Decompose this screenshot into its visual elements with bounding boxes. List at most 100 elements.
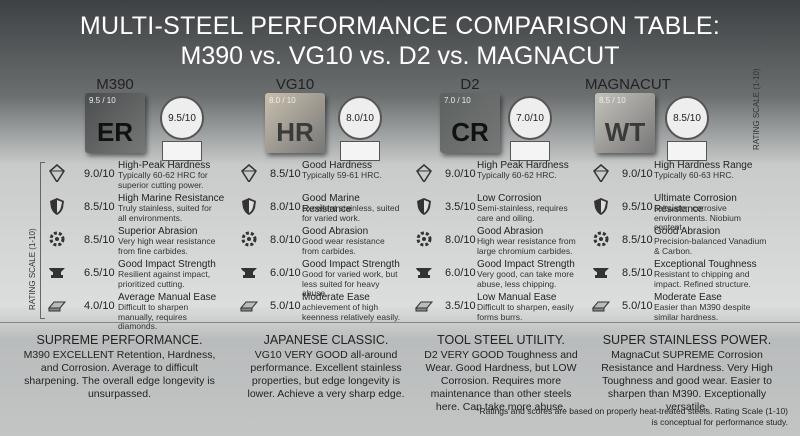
row-icon [592,197,610,215]
summary-text: M390 EXCELLENT Retention, Hardness, and … [23,349,216,400]
summary-title: JAPANESE CLASSIC. [263,333,389,347]
row-desc: Resilient against impact, prioritized cu… [118,269,211,289]
icon [414,301,434,312]
row-icon [48,263,66,281]
row-title: High Peak Hardness [477,160,569,171]
icon [50,198,64,215]
row-score: 8.5/10 [622,234,653,246]
row-desc: Very good, can take more abuse, less chi… [477,269,574,289]
row-icon [240,197,258,215]
cube-score: 7.0 / 10 [444,96,471,105]
row-score: 5.0/10 [270,300,301,312]
row-icon [240,263,258,281]
row-score: 8.5/10 [622,267,653,279]
icon [242,198,256,215]
steel-name: VG10 [275,76,315,93]
row-title: Moderate Ease [302,292,370,303]
cube-score: 8.5 / 10 [599,96,626,105]
row-desc: Precision-balanced Vanadium & Carbon. [654,236,767,256]
icon [594,198,608,215]
row-desc: Good wear resistance from carbides. [302,236,385,256]
row-score: 8.5/10 [270,168,301,180]
score-icon [340,141,380,161]
summary-text: MagnaCut SUPREME Corrosion Resistance an… [601,349,773,413]
icon [49,231,65,247]
row-score: 3.5/10 [445,201,476,213]
icon [239,301,259,312]
bracket [40,162,45,319]
icon [241,164,257,184]
subtitle: M390 vs. VG10 vs. D2 vs. MAGNACUT [180,42,620,70]
icon [417,198,431,215]
steel-name: M390 [96,76,134,93]
scale-label: RATING SCALE (1-10) [28,228,37,310]
title: MULTI-STEEL PERFORMANCE COMPARISON TABLE… [79,12,721,40]
row-score: 5.0/10 [622,300,653,312]
row-icon [240,164,258,184]
row-icon [48,230,66,248]
row-icon [592,263,610,281]
icon [47,301,67,312]
element-cube: 8.5 / 10 WT [595,93,655,153]
row-desc: Excellent stainless, suited for varied w… [302,203,400,223]
row-desc: Good for varied work, but less suited fo… [302,269,398,298]
row-title: High-Peak Hardness [118,160,211,171]
row-desc: Difficult to sharpen manually, requires … [118,302,189,331]
score-circle: 8.5/10 [665,96,709,140]
row-score: 8.0/10 [270,234,301,246]
icon [416,231,432,247]
summary-title: SUPREME PERFORMANCE. [36,333,203,347]
scale-label: RATING SCALE (1-10) [752,68,761,150]
row-icon [414,296,434,314]
cube-label: HR [276,117,314,147]
row-desc: Very high wear resistance from fine carb… [118,236,216,256]
divider [0,322,800,323]
row-score: 9.0/10 [622,168,653,180]
icon [241,268,257,278]
row-title: Good Impact Strength [118,259,216,270]
row-title: Low Manual Ease [477,292,557,303]
icon [416,164,432,184]
icon [241,231,257,247]
row-icon [415,164,433,184]
icon [593,231,609,247]
row-score: 9.0/10 [84,168,115,180]
row-title: Good Abrasion [302,226,369,237]
score-icon [667,141,707,161]
row-title: Good Abrasion [477,226,544,237]
row-score: 4.0/10 [84,300,115,312]
score-icon [162,141,202,161]
row-title: Good Hardness [302,160,373,171]
row-title: Good Impact Strength [477,259,575,270]
cube-label: WT [604,117,646,147]
row-score: 6.0/10 [270,267,301,279]
icon [49,164,65,184]
element-cube: 8.0 / 10 HR [265,93,325,153]
row-score: 9.0/10 [445,168,476,180]
row-title: Ultimate Corrosion Resistance [654,193,737,215]
row-desc: Resistant to chipping and impact. Refine… [654,269,751,289]
row-score: 8.5/10 [84,201,115,213]
icon [416,268,432,278]
row-score: 3.5/10 [445,300,476,312]
icon [49,268,65,278]
row-icon [592,164,610,184]
row-score: 8.5/10 [84,234,115,246]
element-cube: 7.0 / 10 CR [440,93,500,153]
row-desc: saltwater, corrosive environments. Niobi… [654,203,741,232]
cube-score: 9.5 / 10 [89,96,116,105]
row-icon [48,197,66,215]
row-icon [415,263,433,281]
row-score: 8.0/10 [270,201,301,213]
row-desc: Easier than M390 despite similar hardnes… [654,302,751,322]
row-desc: Typically 59-61 HRC. [302,170,382,180]
row-title: High Hardness Range [654,160,753,171]
row-title: Average Manual Ease [118,292,217,303]
cube-label: ER [96,117,134,147]
score-circle: 7.0/10 [508,96,552,140]
row-title: High Marine Resistance [118,193,225,204]
icon [593,268,609,278]
row-icon [415,197,433,215]
row-score: 6.5/10 [84,267,115,279]
